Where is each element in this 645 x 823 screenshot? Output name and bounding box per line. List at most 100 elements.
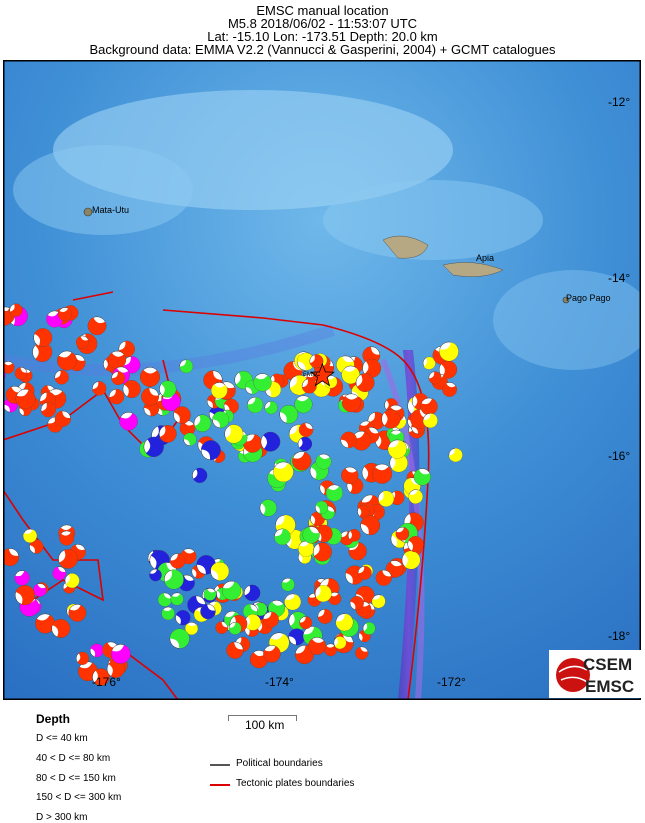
- focal-mechanism: [428, 371, 442, 385]
- focal-mechanism: [107, 350, 127, 369]
- focal-mechanism: [355, 646, 369, 660]
- focal-mechanism: [448, 448, 463, 463]
- lat-label: -16°: [608, 449, 631, 463]
- seismicity-map[interactable]: EMSC: [3, 60, 641, 700]
- focal-mechanism: [442, 382, 458, 397]
- focal-mechanism: [362, 346, 381, 365]
- focal-mechanism: [349, 596, 364, 611]
- focal-mechanism: [169, 553, 186, 569]
- focal-mechanism: [179, 420, 196, 436]
- focal-mechanism: [52, 566, 67, 581]
- focal-mechanism: [422, 356, 436, 370]
- focal-mechanism: [33, 328, 53, 348]
- focal-mechanism: [362, 358, 382, 378]
- focal-mechanism: [58, 307, 73, 322]
- focal-mechanism: [315, 453, 332, 470]
- focal-mechanism: [143, 436, 164, 457]
- focal-mechanism: [224, 424, 244, 444]
- upolu-island: [442, 262, 504, 277]
- lat-label: -18°: [608, 629, 631, 643]
- focal-mechanism: [140, 367, 160, 387]
- focal-mechanism: [211, 382, 228, 399]
- focal-mechanism: [420, 397, 438, 416]
- focal-mechanism: [314, 524, 333, 543]
- focal-mechanism: [288, 628, 306, 646]
- focal-mechanism: [294, 395, 313, 414]
- focal-mechanism: [123, 356, 141, 374]
- focal-mechanism: [203, 587, 217, 601]
- focal-mechanism: [413, 468, 431, 486]
- focal-mechanism: [401, 550, 421, 570]
- focal-mechanism: [210, 561, 230, 581]
- focal-mechanism: [92, 381, 107, 396]
- focal-mechanism: [35, 613, 56, 634]
- focal-mechanism: [215, 621, 229, 634]
- focal-mechanism: [159, 380, 177, 398]
- focal-mechanism: [226, 641, 244, 659]
- focal-mechanism: [9, 303, 23, 317]
- focal-mechanism: [40, 402, 56, 418]
- focal-mechanism: [335, 613, 354, 632]
- place-mata-utu: Mata-Utu: [92, 205, 130, 215]
- depth-legend-title: Depth: [36, 712, 70, 726]
- focal-mechanism: [175, 610, 191, 626]
- lon-label: -176°: [92, 675, 121, 689]
- focal-mechanism: [179, 359, 194, 374]
- savaii-island: [382, 235, 429, 259]
- focal-mechanism: [54, 410, 71, 427]
- focal-mechanism: [14, 585, 35, 606]
- focal-mechanism: [299, 616, 313, 630]
- epicenter-star-icon[interactable]: [309, 362, 335, 387]
- lon-label: -172°: [437, 675, 466, 689]
- focal-mechanism: [395, 526, 410, 541]
- focal-mechanism: [259, 499, 277, 517]
- focal-mechanism: [314, 500, 329, 515]
- focal-mechanism: [439, 341, 459, 362]
- focal-mechanism: [347, 528, 361, 542]
- focal-mechanism: [87, 316, 107, 336]
- focal-mechanism: [302, 526, 320, 544]
- focal-mechanism: [407, 536, 424, 553]
- focal-mechanism: [110, 644, 131, 664]
- focal-mechanism: [279, 404, 299, 424]
- focal-mechanism: [159, 425, 177, 443]
- focal-mechanism: [29, 539, 44, 554]
- focal-mechanism: [308, 637, 326, 655]
- focal-mechanism: [355, 373, 375, 393]
- focal-mechanism: [381, 409, 401, 429]
- focal-mechanism: [75, 651, 90, 665]
- focal-mechanism: [200, 440, 221, 461]
- depth-class: D <= 40 km: [36, 733, 88, 744]
- focal-mechanism: [111, 371, 126, 386]
- focal-mechanism: [296, 352, 315, 371]
- focal-mechanism: [58, 549, 78, 569]
- focal-mechanism: [14, 570, 30, 586]
- event-info: M5.8 2018/06/02 - 11:53:07 UTC: [227, 16, 418, 31]
- focal-mechanism: [340, 431, 357, 449]
- map-title: EMSC manual location: [256, 3, 389, 18]
- focal-mechanism: [312, 542, 332, 562]
- focal-mechanism: [247, 396, 264, 414]
- focal-mechanism: [122, 380, 141, 399]
- csem-emsc-logo: CSEM EMSC: [549, 650, 641, 698]
- focal-mechanism: [3, 548, 20, 567]
- focal-mechanism: [59, 530, 75, 546]
- focal-mechanism: [314, 585, 332, 603]
- focal-mechanism: [164, 569, 184, 590]
- focal-mechanism: [371, 594, 386, 609]
- lon-label: -174°: [265, 675, 294, 689]
- focal-mechanism: [221, 580, 242, 601]
- focal-mechanism: [253, 373, 272, 392]
- focal-mechanism: [64, 573, 80, 589]
- focal-mechanism: [298, 422, 314, 438]
- focal-mechanism: [274, 528, 291, 546]
- focal-mechanism: [317, 608, 333, 624]
- focal-mechanism: [362, 622, 376, 635]
- focal-mechanism: [244, 614, 261, 631]
- focal-mechanism: [351, 430, 372, 451]
- focal-mechanism: [377, 490, 395, 507]
- place-pago-pago: Pago Pago: [566, 293, 611, 303]
- focal-mechanism: [185, 621, 199, 636]
- focal-mechanism: [161, 606, 175, 621]
- focal-mechanisms: [3, 303, 463, 686]
